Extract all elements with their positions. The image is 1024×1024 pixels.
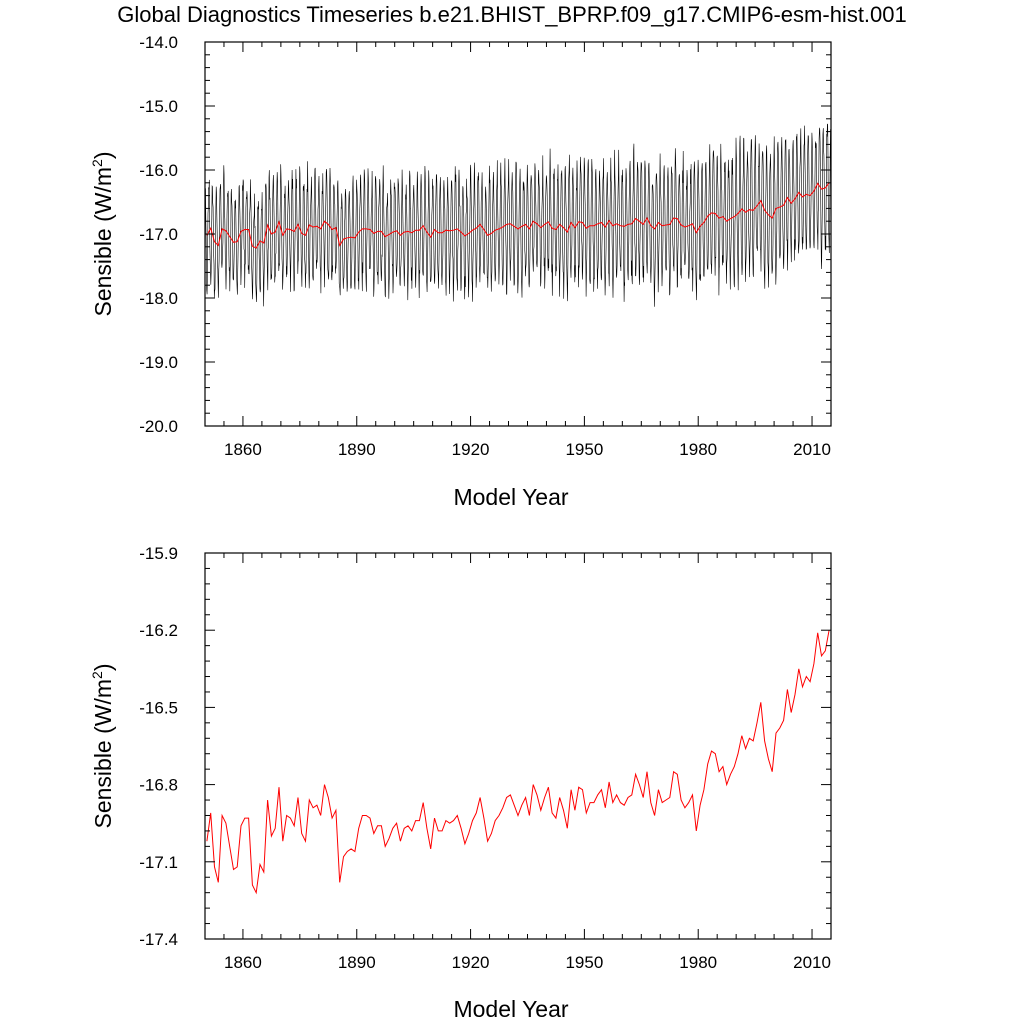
top-x-tick-label: 1860 [224, 440, 262, 459]
top-y-tick-label: -15.0 [139, 97, 178, 116]
bottom-x-tick-label: 1950 [565, 953, 603, 972]
top-x-tick-label: 1980 [679, 440, 717, 459]
page-title: Global Diagnostics Timeseries b.e21.BHIS… [117, 2, 907, 27]
bottom-x-tick-label: 2010 [793, 953, 831, 972]
bottom-x-axis-label: Model Year [453, 996, 568, 1022]
bottom-y-tick-label: -17.4 [139, 930, 178, 949]
top-y-tick-label: -20.0 [139, 417, 178, 436]
top-annual-series [206, 182, 830, 249]
bottom-y-axis-label: Sensible (W/m2) [89, 663, 116, 828]
bottom-y-tick-label: -15.9 [139, 544, 178, 563]
bottom-annual-line [206, 630, 830, 895]
bottom-x-tick-label: 1890 [338, 953, 376, 972]
top-monthly-line [204, 123, 832, 307]
top-annual-line [206, 182, 830, 249]
bottom-x-tick-label: 1860 [224, 953, 262, 972]
top-y-tick-label: -17.0 [139, 225, 178, 244]
bottom-annual-series [206, 630, 830, 895]
bottom-axis-ticks: 1860 1890 1920 1950 1980 2010 -17.4 -17.1 -16.8 -… [139, 544, 832, 972]
top-y-tick-label: -18.0 [139, 289, 178, 308]
top-y-axis-label: Sensible (W/m2) [89, 151, 116, 316]
top-x-tick-label: 1950 [565, 440, 603, 459]
top-chart: 1860 1890 1920 1950 1980 2010 -20.0 -19.0 -18.0 -… [89, 33, 832, 510]
top-monthly-series [204, 123, 832, 307]
top-y-tick-label: -19.0 [139, 353, 178, 372]
top-y-tick-label: -14.0 [139, 33, 178, 52]
top-x-axis-label: Model Year [453, 484, 568, 510]
bottom-chart: 1860 1890 1920 1950 1980 2010 -17.4 -17.1 -16.8 -… [89, 544, 832, 1022]
bottom-y-tick-label: -16.8 [139, 776, 178, 795]
bottom-y-tick-label: -16.2 [139, 621, 178, 640]
bottom-y-tick-label: -16.5 [139, 698, 178, 717]
top-y-tick-label: -16.0 [139, 161, 178, 180]
bottom-plot-frame [204, 552, 832, 940]
bottom-x-tick-label: 1920 [452, 953, 490, 972]
bottom-y-tick-label: -17.1 [139, 853, 178, 872]
bottom-x-tick-label: 1980 [679, 953, 717, 972]
top-x-tick-label: 1920 [452, 440, 490, 459]
top-x-tick-label: 2010 [793, 440, 831, 459]
top-x-tick-label: 1890 [338, 440, 376, 459]
top-axis-ticks: 1860 1890 1920 1950 1980 2010 -20.0 -19.0 -18.0 -… [139, 33, 832, 459]
